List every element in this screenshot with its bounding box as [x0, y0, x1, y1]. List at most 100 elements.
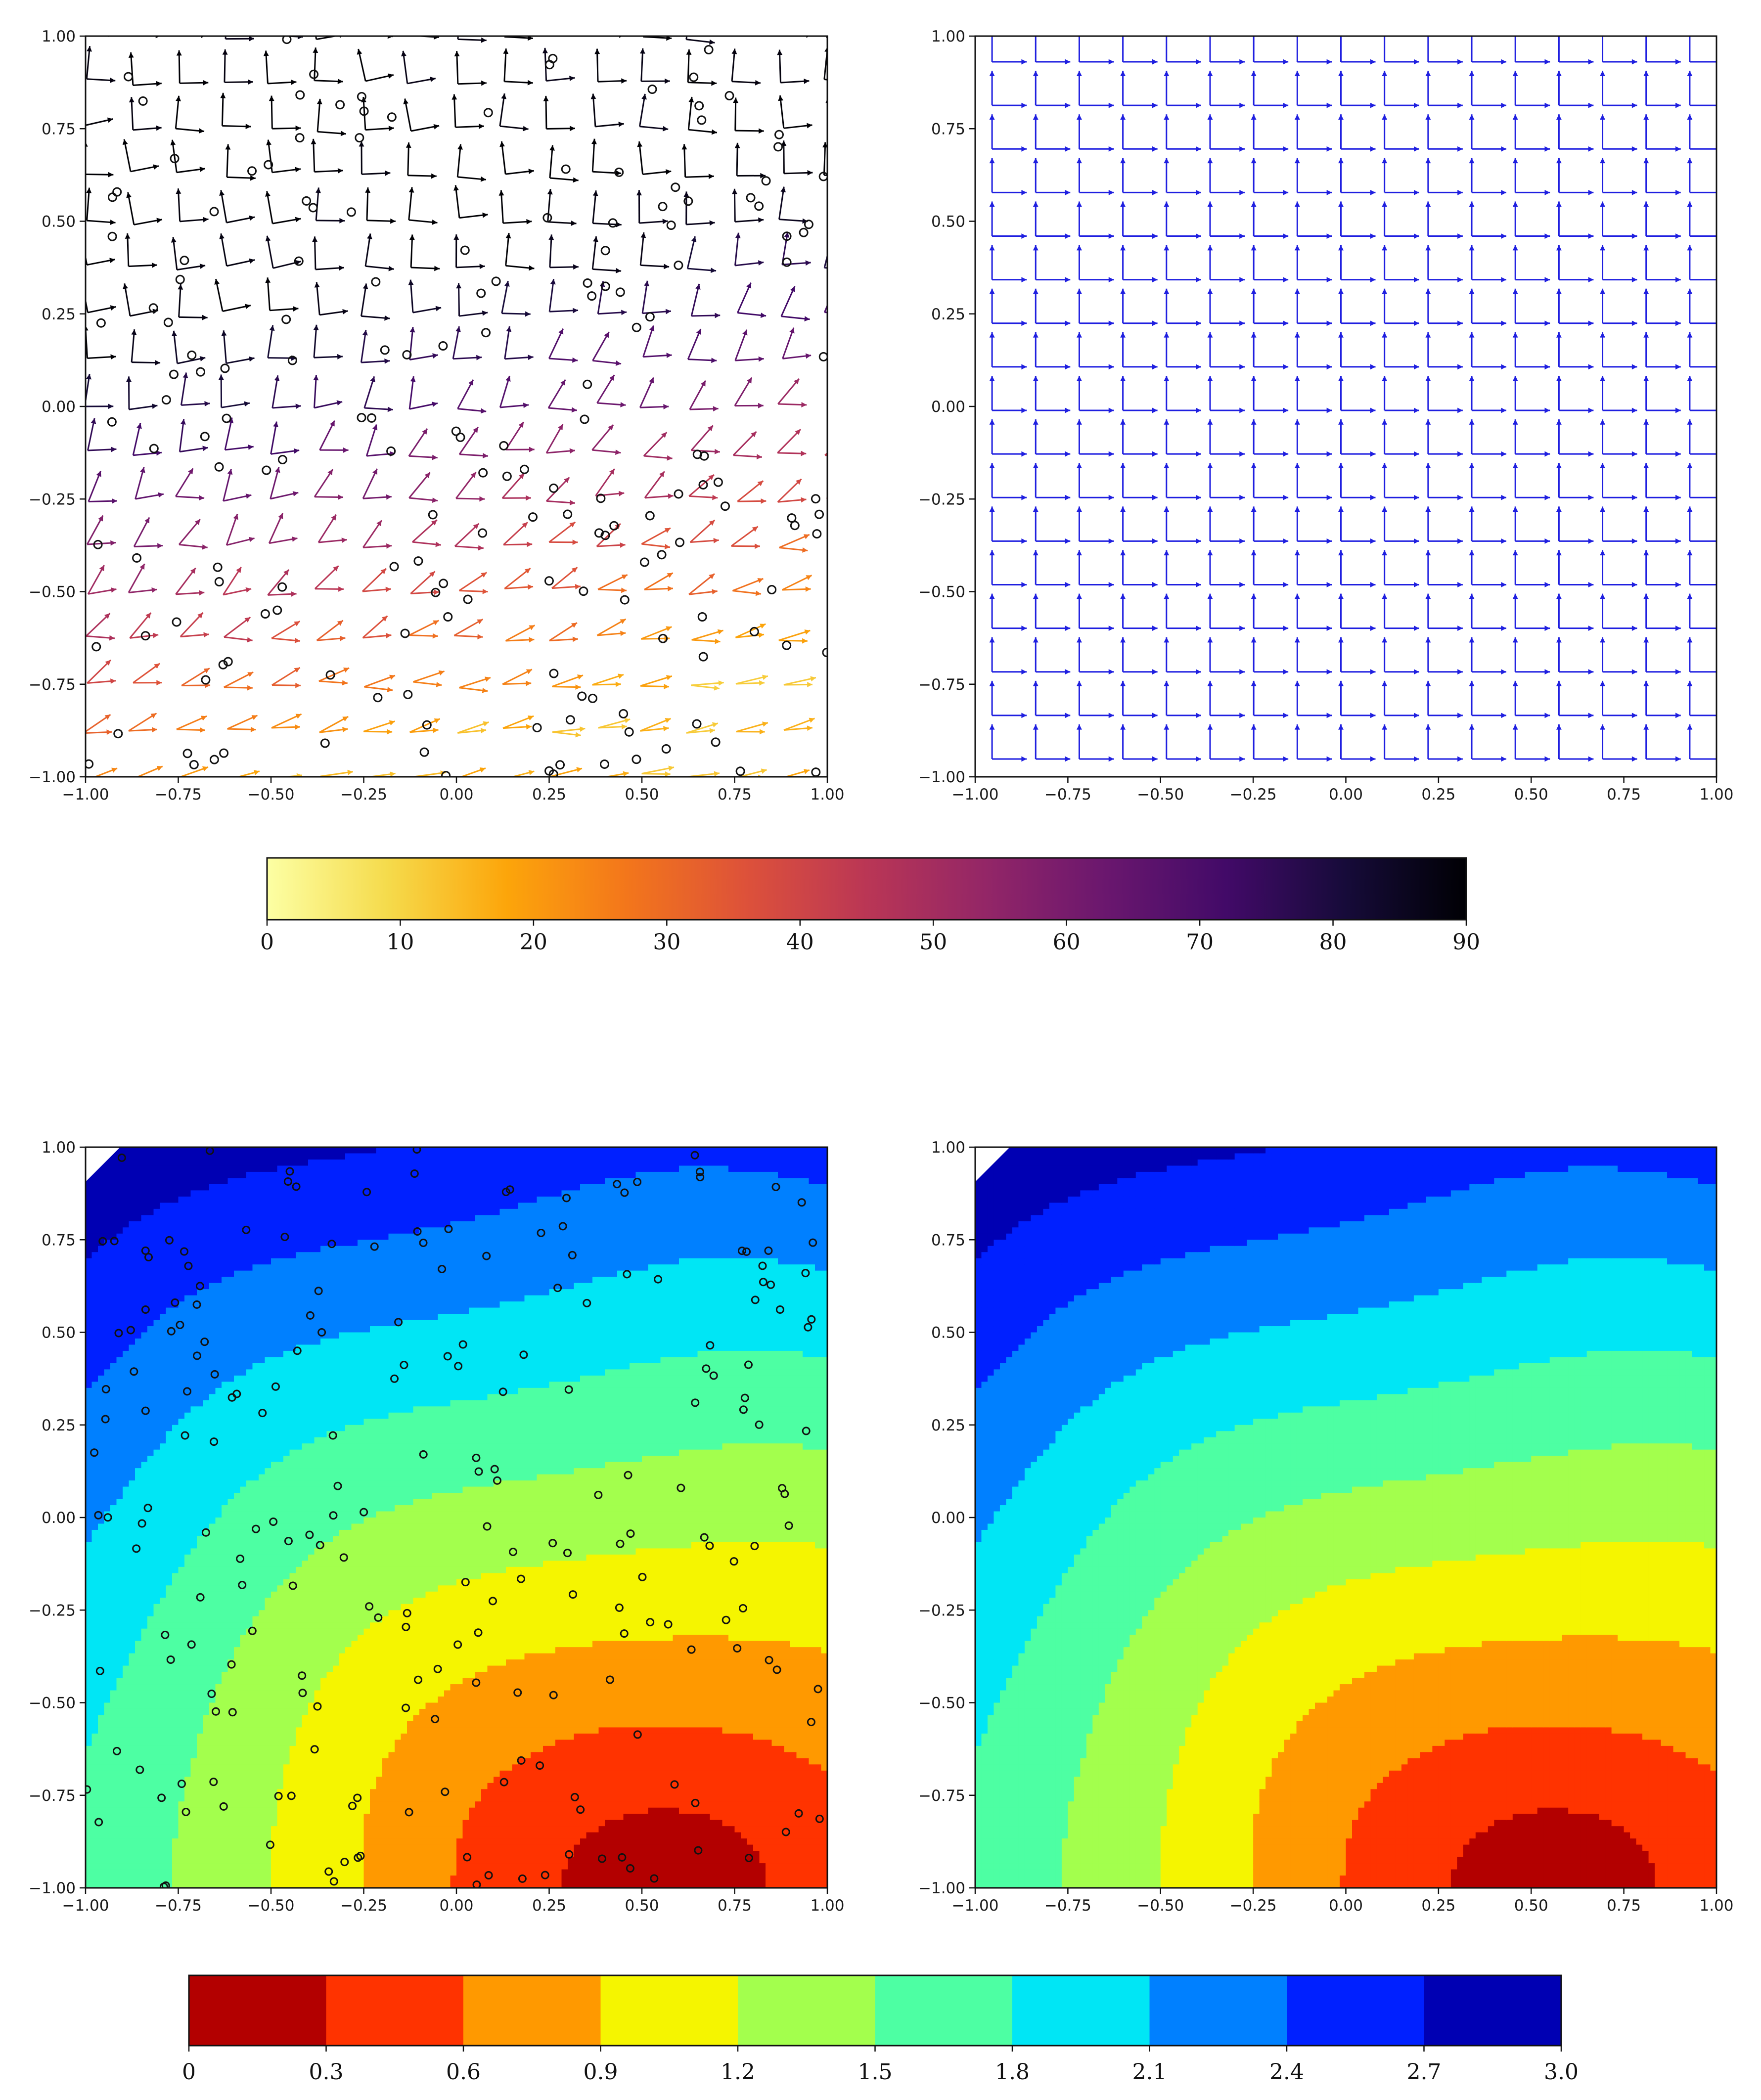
quiver-arrow-head [214, 279, 220, 285]
quiver-arrow-up-head [1382, 550, 1388, 556]
contour-cell [110, 1610, 117, 1617]
contour-cell [135, 1814, 142, 1821]
contour-cell [86, 1227, 92, 1234]
quiver-arrow-head [202, 314, 208, 320]
quiver-arrow-head [338, 586, 344, 592]
quiver-arrow-right-head [1719, 538, 1724, 544]
contour-cell [184, 1566, 191, 1573]
contour-cell [110, 1412, 117, 1419]
contour-cell [110, 1801, 117, 1808]
quiver-arrow-head [388, 126, 394, 132]
quiver-arrow-right-head [1457, 756, 1463, 762]
contour-cell [91, 1733, 98, 1740]
contour-cell [123, 1208, 130, 1215]
contour-cell [141, 1326, 148, 1333]
quiver-arrow [128, 713, 157, 732]
quiver-arrow-head [83, 1, 89, 6]
contour-cell [147, 1277, 154, 1284]
quiver-arrow-head [470, 472, 476, 478]
contour-cell [91, 1628, 98, 1635]
sample-point [647, 85, 657, 94]
contour-cell [197, 1190, 204, 1197]
contour-cell [116, 1801, 123, 1808]
quiver-arrow [686, 722, 719, 734]
sample-point [209, 207, 219, 217]
quiver-arrow-head [525, 311, 531, 317]
contour-cell [110, 1400, 117, 1407]
quiver-arrow-right-head [1544, 364, 1550, 370]
contour-cell [197, 1215, 204, 1222]
quiver-arrow-head [624, 718, 631, 723]
contour-cell [203, 1715, 210, 1722]
sample-point [460, 245, 470, 255]
contour-cell [104, 1499, 111, 1506]
quiver-arrow [783, 769, 810, 777]
contour-cell [86, 1876, 92, 1882]
quiver-arrow-head [796, 479, 802, 485]
contour-cell [135, 1616, 142, 1623]
contour-cell [135, 1400, 142, 1407]
quiver-arrow-head [90, 418, 96, 424]
quiver-arrow [829, 678, 861, 687]
contour-cell [104, 1764, 111, 1771]
contour-cell [141, 1579, 148, 1586]
quiver-arrow [128, 563, 145, 593]
contour-cell [172, 1616, 179, 1623]
quiver-arrow [830, 222, 859, 223]
quiver-arrow-head [732, 188, 737, 194]
quiver-arrow-right-head [1544, 59, 1550, 65]
quiver-arrow-right-head [1108, 582, 1114, 587]
contour-cell [141, 1147, 148, 1154]
contour-cell [166, 1252, 173, 1259]
sample-point [346, 207, 356, 217]
quiver-arrow-right-head [1370, 494, 1376, 500]
contour-cell [141, 1622, 148, 1629]
sample-point [698, 480, 708, 490]
contour-cell [141, 1641, 148, 1648]
contour-cell [123, 1233, 130, 1240]
quiver-arrow [220, 233, 227, 267]
quiver-arrow-right-head [1719, 756, 1724, 761]
contour-cell [129, 1518, 135, 1524]
contour-cell [98, 1505, 105, 1512]
contour-cell [184, 1628, 191, 1635]
contour-cell [135, 1598, 142, 1605]
contour-cell [203, 1881, 210, 1888]
quiver-arrow-head [176, 188, 181, 194]
contour-cell [153, 1394, 160, 1401]
contour-cell [197, 1369, 204, 1376]
contour-cell [153, 1277, 160, 1284]
contour-cell [116, 1400, 123, 1407]
quiver-arrow-head [105, 660, 111, 666]
contour-cell [91, 1264, 98, 1271]
contour-cell [91, 1493, 98, 1500]
contour-cell [160, 1579, 167, 1586]
quiver-arrow-head [190, 568, 196, 574]
quiver-arrow-up-head [1382, 680, 1388, 686]
quiver-arrow-up-head [1120, 637, 1126, 643]
contour-cell [190, 1196, 197, 1203]
contour-cell [190, 1820, 197, 1827]
contour-cell [141, 1665, 148, 1672]
contour-cell [116, 1375, 123, 1382]
quiver-arrow-head [245, 304, 251, 310]
quiver-arrow-up-head [1469, 27, 1475, 33]
quiver-arrow-head [759, 680, 765, 686]
quiver-arrow-right-head [1631, 146, 1637, 152]
contour-cell [147, 1672, 154, 1679]
contour-cell [178, 1227, 185, 1234]
quiver-arrow-up-head [1208, 27, 1213, 33]
contour-cell [86, 1387, 92, 1394]
quiver-arrow [823, 253, 827, 268]
contour-cell [178, 1697, 185, 1703]
contour-cell [86, 1196, 92, 1203]
contour-cell [91, 1548, 98, 1555]
contour-cell [123, 1702, 130, 1709]
quiver-arrow-right-head [1065, 756, 1071, 762]
y-tick-label: 0.75 [931, 120, 965, 138]
sample-point [201, 675, 211, 685]
quiver-arrow-head [649, 377, 654, 384]
contour-cell [197, 1505, 204, 1512]
sample-point [441, 771, 451, 777]
contour-cell [172, 1159, 179, 1166]
